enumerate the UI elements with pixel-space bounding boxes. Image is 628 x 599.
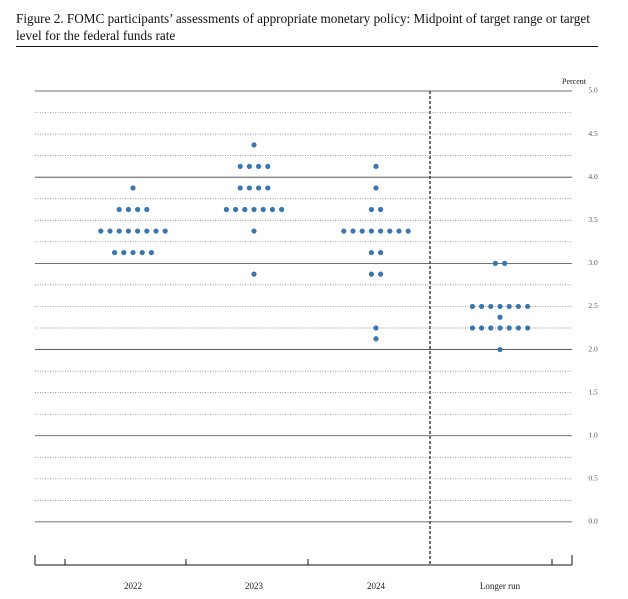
y-tick-label: 5.0 (588, 86, 598, 95)
dot (373, 336, 379, 342)
y-tick-label: 4.0 (588, 172, 598, 181)
dot (368, 206, 374, 213)
dot (506, 303, 512, 310)
dot (251, 206, 257, 213)
dot (139, 249, 145, 256)
dot (405, 228, 411, 234)
dot (256, 185, 262, 191)
dot (497, 346, 503, 353)
y-tick-label: 0.5 (588, 474, 598, 483)
dot (98, 228, 104, 234)
dot (130, 185, 136, 191)
dot (479, 303, 485, 310)
dot (246, 163, 252, 170)
dot (265, 163, 271, 170)
dot (396, 228, 402, 234)
dot (378, 206, 384, 213)
y-tick-label: 3.0 (588, 258, 598, 267)
dot (359, 228, 365, 234)
dot (237, 185, 243, 191)
y-tick-label: 4.5 (588, 129, 598, 138)
dot (469, 325, 475, 331)
dot (135, 206, 141, 213)
dot (223, 206, 229, 213)
dot (373, 325, 379, 331)
dot (116, 206, 122, 213)
y-tick-label: 2.0 (588, 344, 598, 353)
dot (469, 303, 475, 310)
dot (233, 206, 239, 213)
y-tick-label: 1.5 (588, 387, 598, 396)
dot (144, 206, 150, 213)
dot (121, 249, 127, 256)
x-tick-label: 2024 (367, 581, 386, 591)
dot (492, 260, 498, 266)
dot (153, 228, 159, 234)
dot (497, 325, 503, 331)
dot (373, 163, 379, 170)
dot (350, 228, 356, 234)
dot (378, 228, 384, 234)
dot (373, 185, 379, 191)
dot (497, 303, 503, 310)
y-tick-label: 0.0 (588, 517, 598, 526)
dot (162, 228, 168, 234)
dot (378, 249, 384, 256)
y-tick-label: 1.0 (588, 430, 598, 439)
chart-title: Figure 2. FOMC participants’ assessments… (16, 11, 590, 43)
dot (260, 206, 266, 213)
dot (130, 249, 136, 256)
dot (148, 249, 154, 256)
dot (479, 325, 485, 331)
dot (497, 314, 503, 320)
dot (125, 206, 131, 213)
dot (525, 303, 531, 310)
dot (341, 228, 347, 234)
dot (265, 185, 271, 191)
title-rule (16, 46, 598, 47)
dot (515, 325, 522, 331)
y-axis-label: Percent (562, 77, 587, 86)
x-tick-label: Longer run (480, 581, 521, 591)
dot (144, 228, 150, 234)
dot (506, 325, 512, 331)
dot (116, 228, 122, 234)
dot (269, 206, 275, 213)
dot (525, 325, 531, 331)
y-tick-label: 2.5 (588, 301, 598, 310)
x-tick-label: 2023 (245, 581, 264, 591)
y-tick-label: 3.5 (588, 215, 598, 224)
dot (515, 303, 522, 310)
dot (502, 260, 508, 266)
dot (368, 228, 374, 234)
dot (387, 228, 393, 234)
dot (251, 142, 257, 148)
dot (488, 303, 494, 310)
dot (251, 228, 257, 234)
dot (279, 206, 285, 213)
dot (368, 249, 374, 256)
dot (237, 163, 243, 170)
dot (125, 228, 131, 234)
dot (112, 249, 118, 256)
dot (242, 206, 248, 213)
dot (251, 271, 257, 277)
dot (368, 271, 374, 277)
dot (107, 228, 113, 234)
dot (488, 325, 494, 331)
x-tick-label: 2022 (124, 581, 142, 591)
dot (378, 271, 384, 277)
dot (135, 228, 141, 234)
dot (246, 185, 252, 191)
dot (256, 163, 262, 170)
